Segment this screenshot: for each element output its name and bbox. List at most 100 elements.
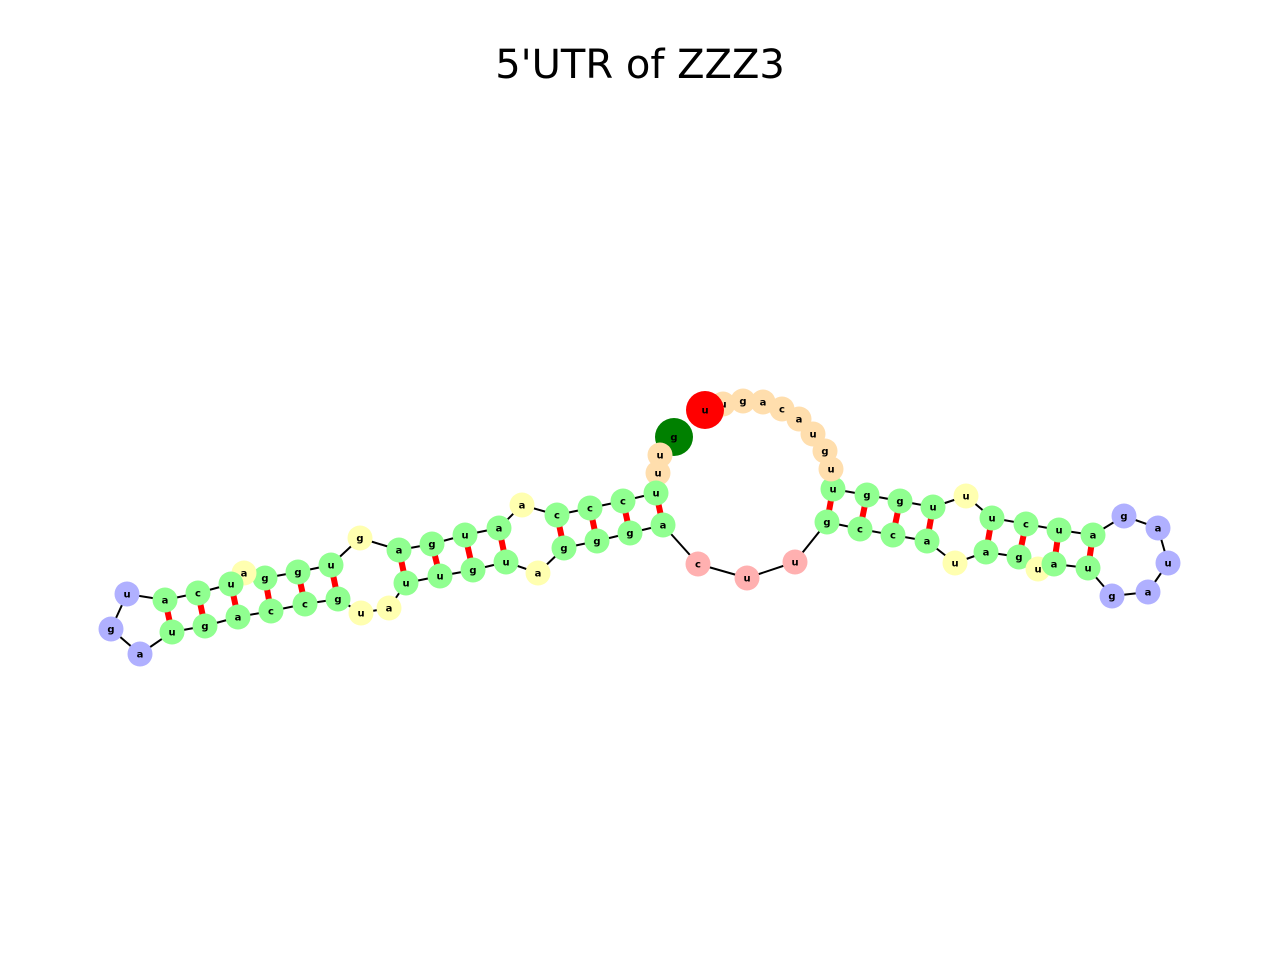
nucleotide: c (769, 396, 795, 422)
nucleotide: g (252, 565, 278, 591)
nucleotide: a (152, 587, 178, 613)
nucleotide-circle (847, 516, 873, 542)
nucleotide-circle (218, 571, 244, 597)
nucleotide-circle (1075, 555, 1101, 581)
nucleotide-label: c (554, 511, 560, 522)
nucleotide-circle (942, 550, 968, 576)
nucleotide: a (376, 595, 402, 621)
nucleotide-label: a (241, 569, 248, 580)
nucleotide-circle (814, 509, 840, 535)
nucleotide-circle (750, 389, 776, 415)
nucleotide-label: a (660, 521, 667, 532)
nucleotide-label: u (168, 628, 175, 639)
nucleotide: a (1041, 551, 1067, 577)
nucleotide: c (185, 580, 211, 606)
nucleotide-circle (1099, 583, 1125, 609)
nucleotide: a (914, 528, 940, 554)
nucleotide-label: g (626, 529, 633, 540)
nucleotide-circle (525, 560, 551, 586)
nucleotide: a (750, 389, 776, 415)
nucleotide-circle (769, 396, 795, 422)
nucleotide-circle (880, 522, 906, 548)
nucleotide-circle (252, 565, 278, 591)
nucleotide: a (486, 515, 512, 541)
nucleotide-label: c (779, 405, 785, 416)
nucleotide-label: u (809, 430, 816, 441)
nucleotide-circle (509, 492, 535, 518)
nucleotide-label: u (701, 406, 708, 417)
nucleotide-label: a (1145, 588, 1152, 599)
nucleotide-label: g (863, 491, 870, 502)
nucleotide-label: a (1155, 524, 1162, 535)
nucleotide-label: c (587, 504, 593, 515)
nucleotide-circle (1145, 515, 1171, 541)
nucleotide: g (617, 520, 643, 546)
nucleotide-label: a (162, 596, 169, 607)
nucleotide-label: a (1090, 531, 1097, 542)
nucleotide: c (577, 495, 603, 521)
nucleotide: u (393, 570, 419, 596)
nucleotide-circle (348, 600, 374, 626)
nucleotide: u (114, 581, 140, 607)
nucleotide-label: g (294, 568, 301, 579)
nucleotide-label: u (123, 590, 130, 601)
nucleotide-circle (486, 515, 512, 541)
nucleotide-circle (551, 535, 577, 561)
nucleotide: g (1099, 583, 1125, 609)
nucleotide: g (814, 509, 840, 535)
nucleotide-circle (493, 549, 519, 575)
nucleotide-circle (127, 641, 153, 667)
nucleotide: u (734, 565, 760, 591)
nucleotide-circle (452, 522, 478, 548)
nucleotide: u (427, 563, 453, 589)
nucleotide-circle (650, 512, 676, 538)
nucleotide: c (1013, 511, 1039, 537)
nucleotide-label: g (261, 574, 268, 585)
nucleotide: u (920, 494, 946, 520)
nucleotide-label: u (1055, 526, 1062, 537)
nucleotide-label: g (356, 534, 363, 545)
nucleotide-circle (192, 613, 218, 639)
nucleotide-label: a (137, 650, 144, 661)
nucleotide: g (854, 482, 880, 508)
nucleotide-circle (1080, 522, 1106, 548)
nucleotide-circle (347, 525, 373, 551)
nucleotide-label: a (396, 546, 403, 557)
nucleotide-circle (225, 604, 251, 630)
nucleotide-label: u (1084, 564, 1091, 575)
nucleotide-circle (159, 619, 185, 645)
nucleotide-circle (782, 549, 808, 575)
nucleotide: u (1155, 550, 1181, 576)
nucleotide-circle (292, 591, 318, 617)
nucleotide-circle (920, 494, 946, 520)
nucleotide-label: a (535, 569, 542, 580)
nucleotide-label: g (560, 544, 567, 555)
nucleotide: g (1111, 503, 1137, 529)
nucleotide-label: u (654, 469, 661, 480)
nucleotide-circle (854, 482, 880, 508)
nucleotide-circle (953, 483, 979, 509)
nucleotide-circle (584, 528, 610, 554)
nucleotide-label: u (461, 531, 468, 542)
nucleotide: c (880, 522, 906, 548)
nucleotide: g (584, 528, 610, 554)
nucleotide: u (218, 571, 244, 597)
nucleotide: u (953, 483, 979, 509)
nucleotide: c (292, 591, 318, 617)
nucleotide-circle (386, 537, 412, 563)
nucleotide-label: g (670, 433, 677, 444)
nucleotide-circle (318, 552, 344, 578)
nucleotide-circle (1135, 579, 1161, 605)
nucleotide-circle (98, 616, 124, 642)
nucleotide-label: a (235, 613, 242, 624)
nucleotide-circle (544, 502, 570, 528)
nucleotide: g (419, 531, 445, 557)
nucleotide-label: g (896, 497, 903, 508)
nucleotide-label: a (983, 548, 990, 559)
nucleotide: g (460, 557, 486, 583)
nucleotide-circle (979, 505, 1005, 531)
nucleotide: g (325, 586, 351, 612)
nucleotide: u (643, 480, 669, 506)
